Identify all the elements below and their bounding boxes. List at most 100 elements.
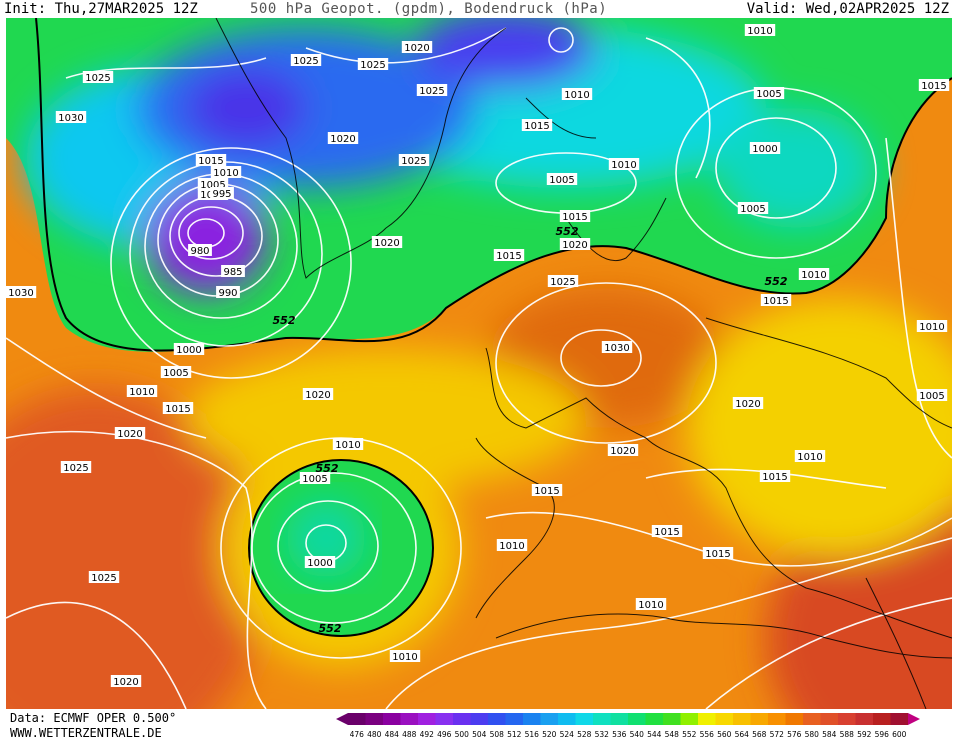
- isobar-label: 1010: [332, 438, 364, 451]
- svg-text:1005: 1005: [919, 391, 944, 402]
- svg-text:995: 995: [212, 189, 231, 200]
- legend-tick-label: 496: [437, 730, 452, 739]
- contour-552-labels: 552 552 552 552 552: [273, 225, 788, 635]
- svg-text:1000: 1000: [307, 558, 332, 569]
- isobar-label: 1015: [702, 547, 734, 560]
- svg-text:1020: 1020: [117, 429, 142, 440]
- contour-552-label: 552: [556, 225, 579, 238]
- legend-swatch: [680, 713, 698, 725]
- contour-552-label: 552: [319, 622, 342, 635]
- legend-swatch: [453, 713, 471, 725]
- legend-tick-label: 508: [490, 730, 505, 739]
- svg-text:1015: 1015: [524, 121, 549, 132]
- isobar-label: 1020: [110, 675, 142, 688]
- legend-tick-label: 580: [805, 730, 820, 739]
- svg-text:1025: 1025: [293, 56, 318, 67]
- svg-text:1030: 1030: [8, 288, 33, 299]
- legend-swatch: [890, 713, 908, 725]
- isobar-label: 1015: [531, 484, 563, 497]
- legend-tick-label: 528: [577, 730, 592, 739]
- legend-tick-label: 560: [717, 730, 732, 739]
- svg-text:1010: 1010: [564, 90, 589, 101]
- legend-tick-label: 512: [507, 730, 522, 739]
- legend-swatch: [803, 713, 821, 725]
- legend-swatch: [768, 713, 786, 725]
- legend-swatch: [733, 713, 751, 725]
- legend-tick-label: 484: [385, 730, 400, 739]
- legend-swatch: [523, 713, 541, 725]
- isobar-label: 1015: [759, 470, 791, 483]
- svg-text:1015: 1015: [762, 472, 787, 483]
- svg-text:1015: 1015: [198, 156, 223, 167]
- legend-tick-label: 552: [682, 730, 697, 739]
- isobar-label: 1010: [496, 539, 528, 552]
- legend-tick-label: 516: [525, 730, 540, 739]
- field-violet-low: [186, 68, 306, 148]
- svg-text:1010: 1010: [919, 322, 944, 333]
- isobar-label: 1015: [918, 79, 950, 92]
- field-blue-ne: [416, 18, 596, 88]
- svg-text:1010: 1010: [638, 600, 663, 611]
- svg-text:1005: 1005: [549, 175, 574, 186]
- isobar-label: 1005: [916, 389, 948, 402]
- legend-swatch: [820, 713, 838, 725]
- isobar-label: 1010: [608, 158, 640, 171]
- isobar-label: 1010: [916, 320, 948, 333]
- field-yellow-east: [686, 298, 952, 558]
- isobar-label: 1025: [60, 461, 92, 474]
- svg-text:1030: 1030: [58, 113, 83, 124]
- svg-text:1015: 1015: [496, 251, 521, 262]
- legend-tick-label: 600: [892, 730, 907, 739]
- svg-text:1020: 1020: [374, 238, 399, 249]
- svg-text:1025: 1025: [63, 463, 88, 474]
- contour-552-label: 552: [273, 314, 296, 327]
- legend-tick-label: 540: [630, 730, 645, 739]
- isobar-label: 1020: [327, 132, 359, 145]
- svg-text:1010: 1010: [335, 440, 360, 451]
- legend-swatch: [628, 713, 646, 725]
- legend-swatch: [698, 713, 716, 725]
- legend-tick-label: 592: [857, 730, 872, 739]
- legend-swatch: [610, 713, 628, 725]
- legend-swatch: [663, 713, 681, 725]
- isobar-label: 1025: [88, 571, 120, 584]
- isobar-label: 1025: [547, 275, 579, 288]
- isobar-label: 1010: [126, 385, 158, 398]
- isobar-label: 1010: [635, 598, 667, 611]
- svg-text:1010: 1010: [801, 270, 826, 281]
- svg-text:1005: 1005: [200, 180, 225, 191]
- isobar-label: 1020: [607, 444, 639, 457]
- legend-tick-label: 584: [822, 730, 837, 739]
- legend-tick-label: 568: [752, 730, 767, 739]
- contour-552-north: [35, 18, 952, 352]
- legend-tick-label: 572: [770, 730, 785, 739]
- isobar-label: 985: [221, 265, 245, 278]
- svg-text:1015: 1015: [763, 296, 788, 307]
- field-cyan-east: [716, 108, 876, 228]
- legend-swatch: [470, 713, 488, 725]
- svg-text:1015: 1015: [165, 404, 190, 415]
- legend-tick-label: 532: [595, 730, 610, 739]
- svg-text:1010: 1010: [392, 652, 417, 663]
- legend-tick-label: 500: [455, 730, 470, 739]
- isobar-label: 1000: [173, 343, 205, 356]
- isobar-label: 980: [188, 244, 212, 257]
- isobar-label: 1025: [398, 154, 430, 167]
- svg-text:1005: 1005: [740, 204, 765, 215]
- legend-tick-label: 596: [875, 730, 890, 739]
- legend-swatch: [785, 713, 803, 725]
- legend-swatch: [488, 713, 506, 725]
- isobar-label: 1015: [162, 402, 194, 415]
- legend-swatch: [593, 713, 611, 725]
- legend-arrow-high: [908, 713, 920, 725]
- isobar-label: 1010: [798, 268, 830, 281]
- svg-text:1000: 1000: [176, 345, 201, 356]
- isobar-label: 1005: [160, 366, 192, 379]
- isobar-label: 1025: [416, 84, 448, 97]
- legend-tick-label: 476: [350, 730, 365, 739]
- isobar-label: 1025: [82, 71, 114, 84]
- contour-552-cutoff: [248, 459, 434, 637]
- svg-text:1020: 1020: [404, 43, 429, 54]
- isobar-label: 1005: [299, 472, 331, 485]
- isobar-label: 1030: [601, 341, 633, 354]
